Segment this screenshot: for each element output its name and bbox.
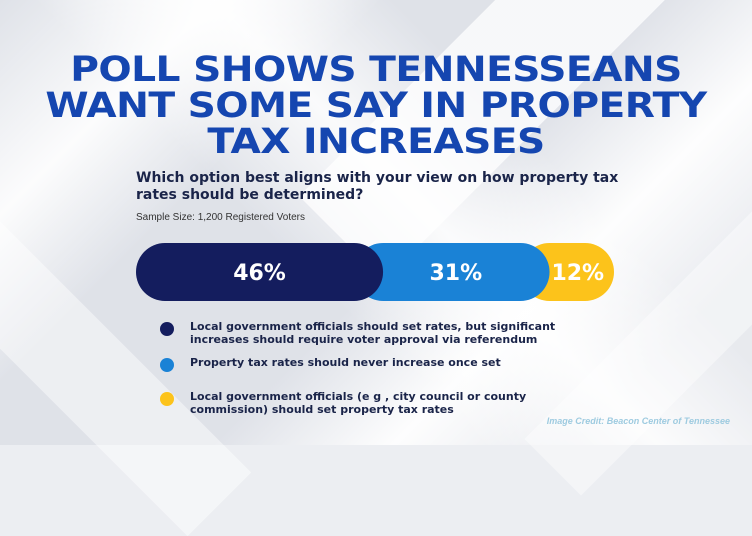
legend-label: Local government officials (e g , city c… xyxy=(190,390,527,416)
headline-line-3: TAX INCREASES xyxy=(207,122,545,162)
bar-segment xyxy=(354,243,550,301)
legend-label: Property tax rates should never increase… xyxy=(190,356,501,369)
sample-size: Sample Size: 1,200 Registered Voters xyxy=(136,212,305,223)
stacked-bar-chart: 46% 31% 12% xyxy=(136,243,614,301)
bar-segment xyxy=(136,243,384,301)
bar-value-label: 46% xyxy=(233,261,286,286)
legend-dot-icon xyxy=(160,322,174,336)
bar-value-label: 12% xyxy=(551,261,604,286)
image-credit: Image Credit: Beacon Center of Tennessee xyxy=(546,416,730,426)
legend-item: Local government officials (e g , city c… xyxy=(160,390,600,416)
legend-item: Local government officials should set ra… xyxy=(160,320,600,346)
legend-dot-icon xyxy=(160,358,174,372)
legend-dot-icon xyxy=(160,392,174,406)
headline-line-2: WANT SOME SAY IN PROPERTY xyxy=(45,86,707,126)
headline-line-1: POLL SHOWS TENNESSEANS xyxy=(70,50,682,90)
legend-item: Property tax rates should never increase… xyxy=(160,356,600,372)
headline: POLL SHOWS TENNESSEANS WANT SOME SAY IN … xyxy=(0,52,752,160)
chart-question: Which option best aligns with your view … xyxy=(136,170,619,203)
legend-label: Local government officials should set ra… xyxy=(190,320,556,346)
bar-value-label: 31% xyxy=(429,261,482,286)
